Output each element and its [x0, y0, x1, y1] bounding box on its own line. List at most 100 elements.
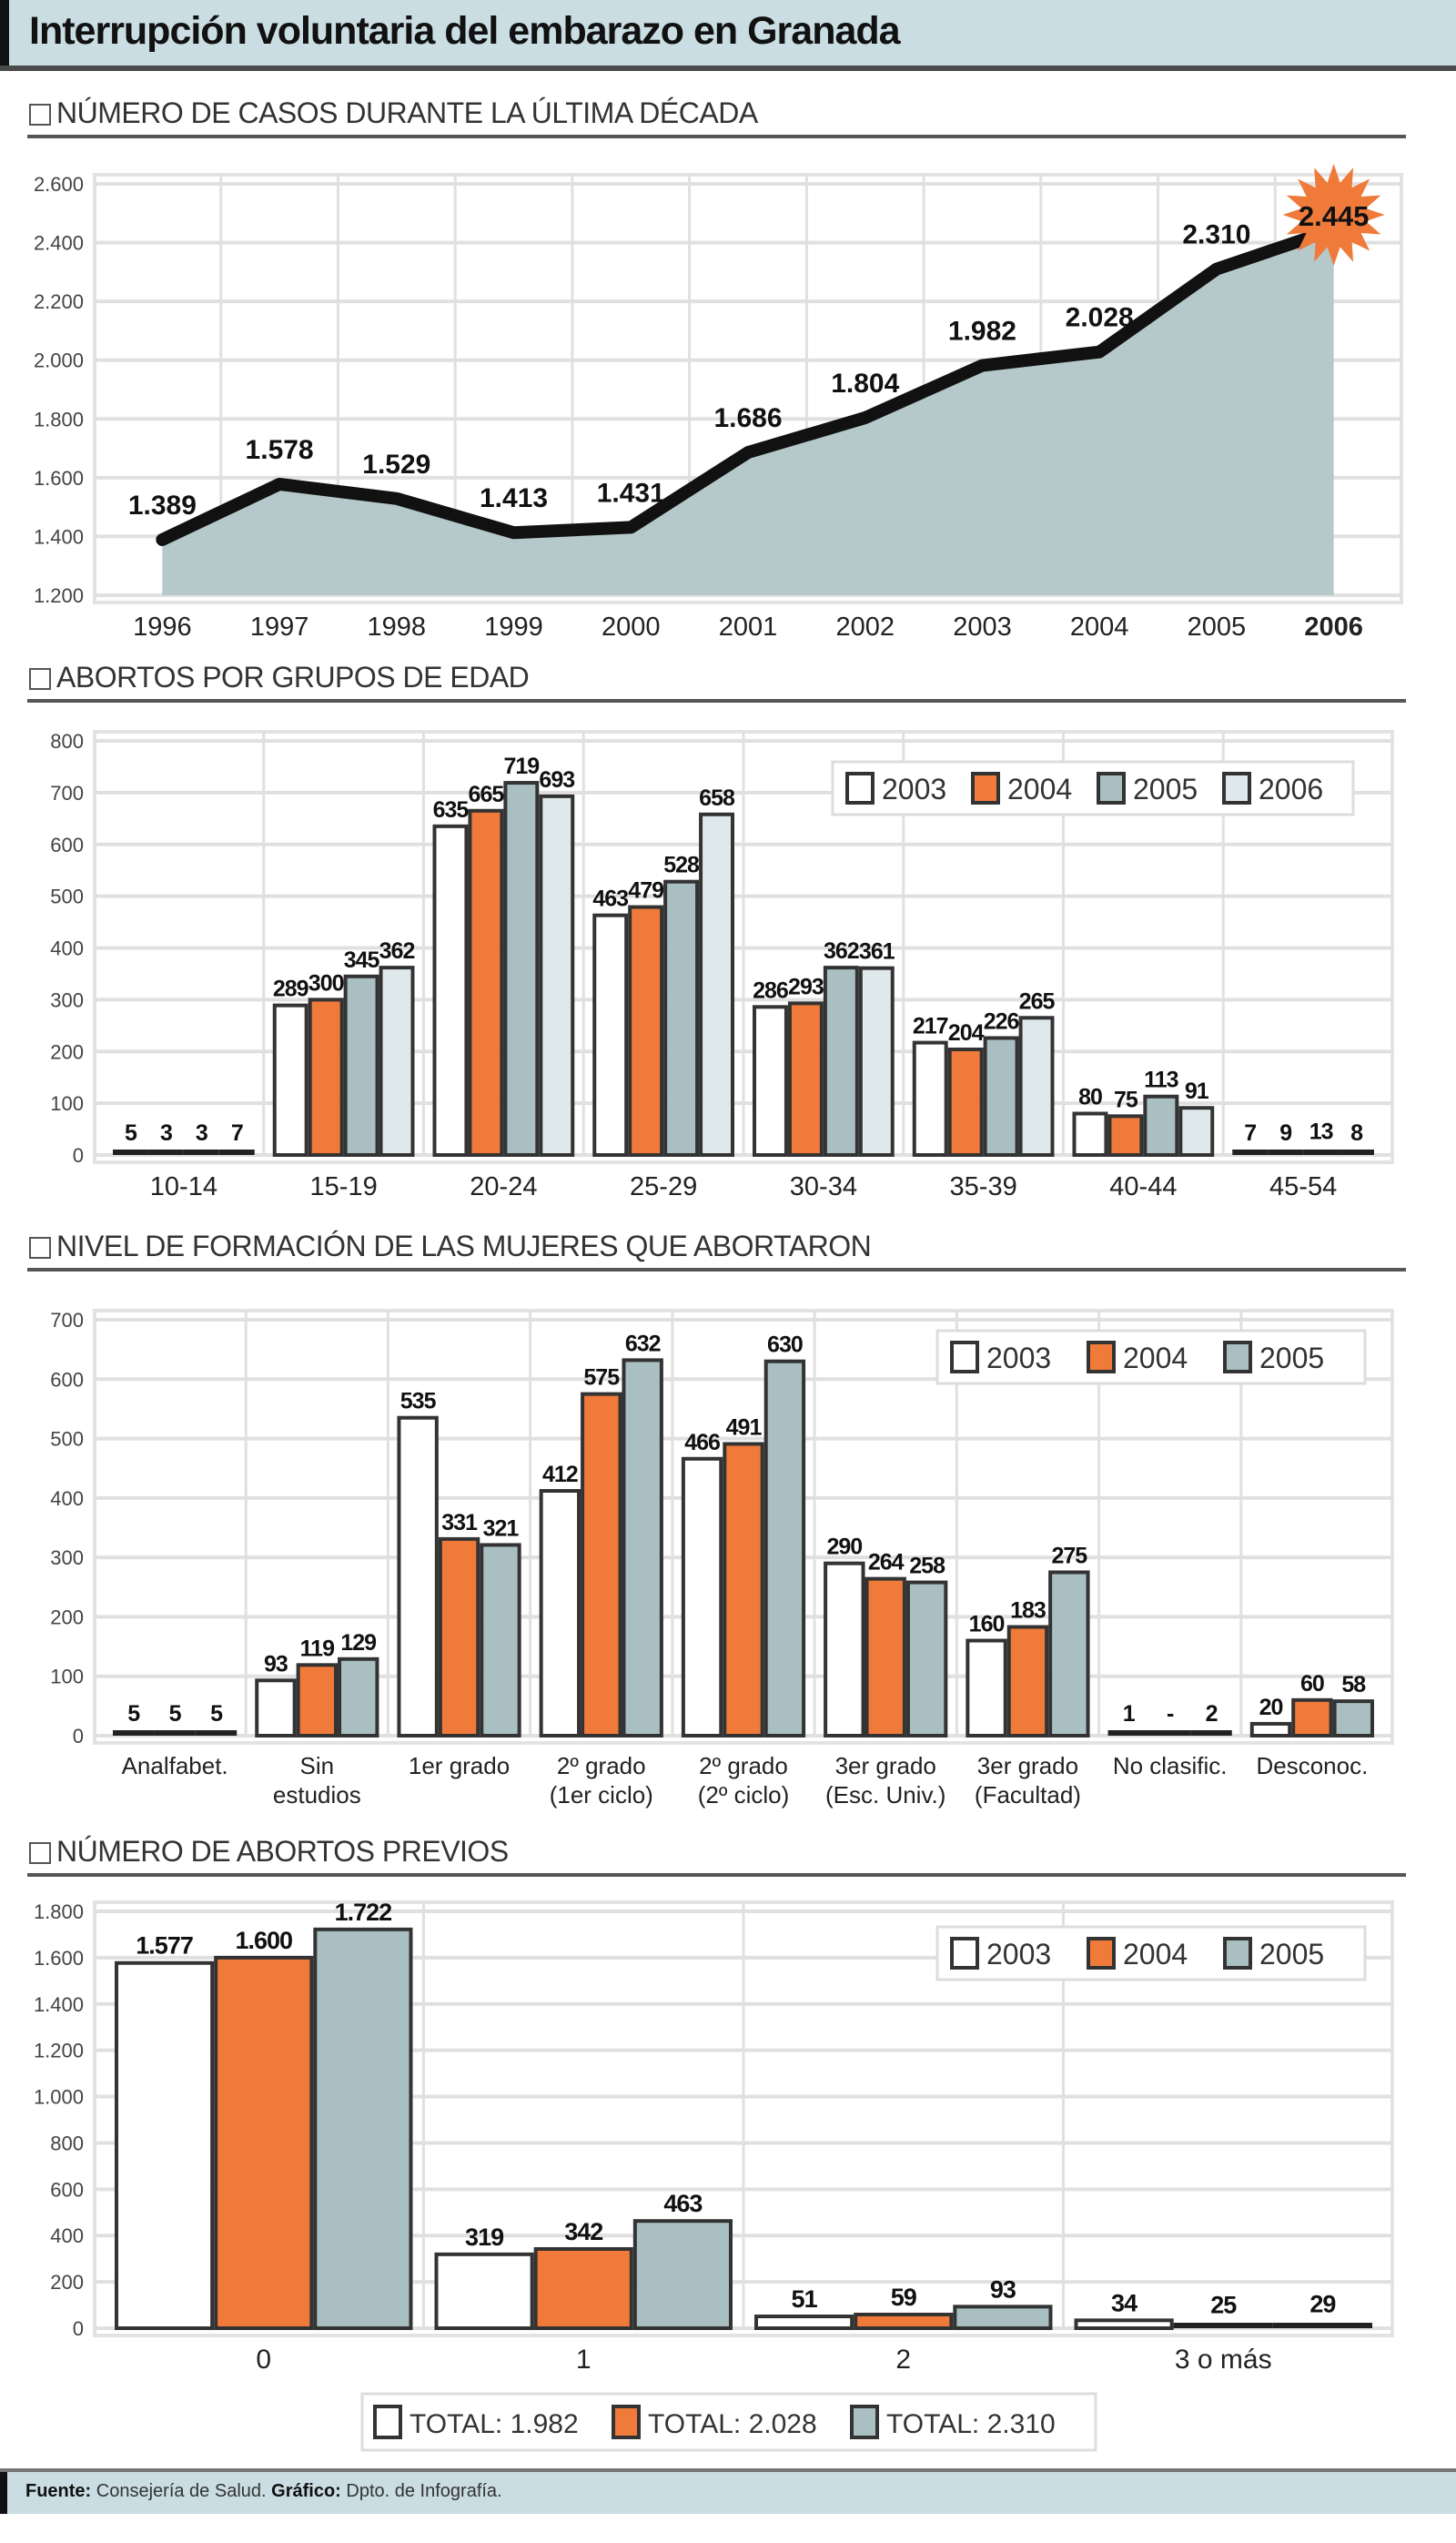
source-label: Fuente:: [25, 2481, 91, 2501]
bar: [955, 2306, 1050, 2328]
bar: [275, 1006, 307, 1155]
data-label: 719: [503, 754, 539, 779]
data-label: 1.389: [128, 491, 197, 521]
bar: [1252, 1724, 1289, 1736]
data-label: 7: [231, 1120, 243, 1146]
title-accent-bar: [0, 0, 9, 66]
y-tick-label: 600: [50, 1368, 84, 1391]
legend-swatch: [1224, 774, 1249, 803]
bar: [908, 1583, 945, 1736]
y-tick-label: 800: [50, 2132, 84, 2154]
data-label: 113: [1144, 1068, 1178, 1093]
y-tick-label: 1.000: [34, 2086, 84, 2109]
x-tick-label: 3 o más: [1175, 2345, 1272, 2375]
data-label: 1.431: [597, 478, 665, 508]
x-tick-label: (1er ciclo): [550, 1781, 653, 1808]
bar: [184, 1150, 219, 1155]
data-label: 1.686: [713, 403, 782, 433]
bar: [855, 2315, 951, 2328]
y-tick-label: 500: [50, 1428, 84, 1451]
data-label: 119: [300, 1636, 334, 1661]
bar: [298, 1665, 336, 1736]
y-tick-label: 1.800: [34, 1900, 84, 1923]
data-label: 1.577: [136, 1932, 193, 1960]
y-tick-label: 400: [50, 2224, 84, 2247]
data-label: 93: [990, 2275, 1016, 2303]
y-tick-label: 500: [50, 886, 84, 908]
y-tick-label: 2.400: [34, 232, 84, 255]
x-tick-label: 3er grado: [835, 1752, 936, 1779]
bar: [1293, 1700, 1330, 1736]
x-tick-label: 2005: [1188, 613, 1247, 642]
bar: [399, 1418, 436, 1736]
data-label: 1.982: [948, 317, 1016, 347]
legend-swatch: [973, 774, 998, 803]
x-tick-label: Analfabet.: [122, 1752, 228, 1779]
bar: [1268, 1150, 1303, 1155]
section-title: NÚMERO DE CASOS DURANTE LA ÚLTIMA DÉCADA: [56, 96, 758, 130]
totals-legend-label: TOTAL: 1.982: [410, 2409, 579, 2439]
data-label: 331: [441, 1510, 478, 1535]
y-tick-label: 1.800: [34, 408, 84, 431]
section-title: NÚMERO DE ABORTOS PREVIOS: [56, 1835, 509, 1869]
x-tick-label: (Facultad): [975, 1781, 1081, 1808]
y-tick-label: 2.200: [34, 290, 84, 313]
data-label: 25: [1210, 2292, 1237, 2319]
data-label: 8: [1350, 1120, 1363, 1146]
bar: [790, 1003, 822, 1155]
data-label: 160: [969, 1612, 1005, 1637]
x-tick-label: 20-24: [470, 1172, 537, 1201]
x-tick-label: 35-39: [950, 1172, 1017, 1201]
y-tick-label: 700: [50, 1309, 84, 1332]
data-label: 2.445: [1299, 200, 1370, 232]
y-tick-label: 1.600: [34, 1947, 84, 1970]
x-tick-label: 40-44: [1109, 1172, 1177, 1201]
x-tick-label: 2006: [1304, 613, 1363, 642]
x-tick-label: (2º ciclo): [698, 1781, 790, 1808]
y-tick-label: 400: [50, 1487, 84, 1510]
y-tick-label: 300: [50, 988, 84, 1011]
bar: [1108, 1730, 1149, 1736]
x-tick-label: 45-54: [1269, 1172, 1337, 1201]
x-tick-label: 2003: [953, 613, 1012, 642]
bar: [536, 2249, 632, 2328]
data-label: 1.413: [480, 483, 548, 513]
data-label: 1.578: [246, 435, 314, 465]
data-label: 319: [465, 2224, 504, 2251]
y-tick-label: 2.600: [34, 173, 84, 196]
bar: [481, 1545, 519, 1736]
bar: [505, 783, 537, 1155]
data-label: 362: [379, 938, 415, 964]
data-label: 635: [433, 797, 470, 823]
x-tick-label: 1: [576, 2345, 592, 2375]
y-tick-label: 800: [50, 730, 84, 753]
data-label: 2: [1206, 1701, 1218, 1727]
legend-swatch: [1088, 1342, 1114, 1372]
bar: [113, 1150, 148, 1155]
bar: [1149, 1730, 1190, 1736]
bar: [113, 1730, 154, 1736]
y-tick-label: 600: [50, 2178, 84, 2201]
data-label: 58: [1341, 1672, 1366, 1697]
bar: [1339, 1150, 1374, 1155]
y-tick-label: 0: [73, 2317, 84, 2340]
data-label: 361: [859, 939, 895, 965]
x-tick-label: 2001: [719, 613, 778, 642]
data-label: 3: [160, 1120, 172, 1146]
x-tick-label: 1996: [133, 613, 192, 642]
bar: [1021, 1018, 1053, 1155]
chart-formacion: 01002003004005006007005 5 5Analfabet.93119…: [0, 1279, 1456, 1834]
data-label: 630: [767, 1332, 803, 1358]
bar: [623, 1360, 661, 1736]
bar: [756, 2316, 852, 2328]
data-label: 491: [726, 1414, 763, 1440]
bar: [724, 1444, 762, 1736]
section-header-edad: ABORTOS POR GRUPOS DE EDAD: [27, 655, 1406, 703]
section-header-formacion: NIVEL DE FORMACIÓN DE LAS MUJERES QUE AB…: [27, 1224, 1406, 1272]
bar: [1174, 2323, 1273, 2328]
bar: [315, 1930, 410, 2328]
data-label: 5: [169, 1701, 182, 1727]
x-tick-label: 2002: [835, 613, 895, 642]
data-label: 1.722: [335, 1899, 392, 1926]
x-tick-label: 30-34: [790, 1172, 857, 1201]
